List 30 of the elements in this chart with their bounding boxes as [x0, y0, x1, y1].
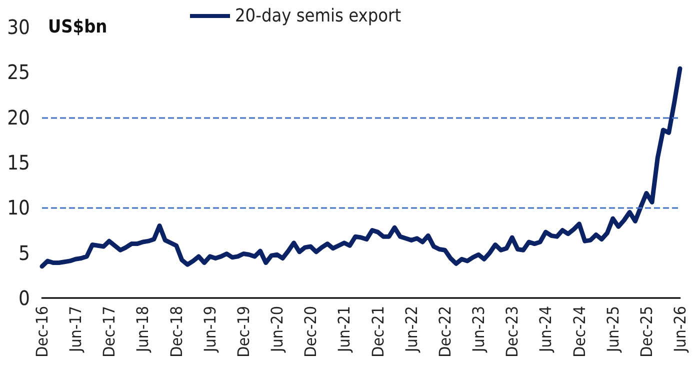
x-tick-label: Dec-18	[166, 306, 186, 358]
x-tick-label: Dec-25	[636, 306, 656, 358]
x-tick-label: Dec-19	[234, 306, 253, 358]
x-tick-label: Dec-17	[100, 306, 119, 358]
x-tick-label: Jun-25	[603, 306, 622, 353]
x-tick-label: Jun-22	[402, 306, 421, 353]
x-tick-label: Jun-20	[268, 306, 287, 353]
x-tick-label: Jun-24	[536, 306, 556, 353]
x-tick-label: Dec-22	[435, 306, 454, 358]
x-tick-label: Dec-24	[570, 306, 589, 358]
x-tick-label: Jun-18	[133, 306, 152, 353]
x-tick-label: Jun-19	[200, 306, 220, 353]
line-series	[40, 66, 682, 269]
x-tick-label: Jun-21	[334, 306, 354, 353]
x-tick-label: Dec-21	[368, 306, 388, 358]
x-tick-label: Jun-17	[66, 306, 86, 353]
y-tick-label: 0	[18, 286, 30, 310]
y-axis-title: US$bn	[48, 16, 108, 38]
x-tick-label: Jun-23	[469, 306, 488, 353]
y-tick-label: 5	[18, 240, 30, 265]
y-tick-label: 30	[7, 15, 30, 39]
y-tick-label: 10	[7, 196, 30, 220]
legend-label: 20-day semis export	[235, 6, 402, 26]
y-tick-label: 20	[7, 105, 30, 130]
x-tick-label: Dec-23	[502, 306, 522, 358]
x-tick-label: Dec-20	[301, 306, 320, 358]
x-tick-label: Dec-16	[32, 306, 52, 358]
y-tick-label: 15	[7, 150, 30, 174]
y-tick-label: 25	[7, 60, 30, 84]
x-tick-label: Jun-26	[670, 306, 690, 353]
